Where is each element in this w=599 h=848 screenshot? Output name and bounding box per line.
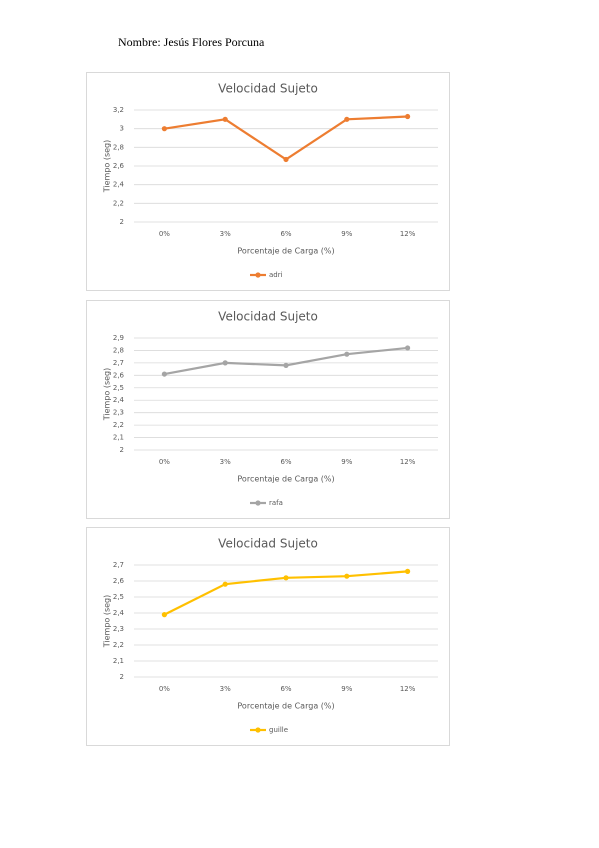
data-point: [344, 116, 350, 122]
y-tick-label: 2,7: [113, 561, 124, 569]
y-axis-title: Tiempo (seg): [103, 368, 112, 422]
data-point: [405, 113, 411, 120]
chart-title: Velocidad Sujeto: [218, 310, 318, 324]
x-tick-label: 12%: [400, 685, 416, 693]
chart-title: Velocidad Sujeto: [218, 82, 318, 96]
y-tick-label: 2,2: [113, 421, 124, 429]
legend-marker: [255, 272, 261, 278]
y-tick-label: 2,4: [113, 609, 125, 617]
legend-label: rafa: [269, 499, 283, 507]
chart-title: Velocidad Sujeto: [218, 537, 318, 551]
chart-frame: [86, 72, 450, 291]
y-tick-label: 2,6: [113, 577, 125, 585]
chart: Velocidad Sujeto 2 2,1 2,2 2,3 2,4 2,5 2,6 2,7 0%…: [86, 527, 450, 746]
y-tick-label: 2,6: [113, 162, 125, 170]
data-point: [161, 612, 167, 618]
x-tick-label: 3%: [220, 230, 231, 238]
y-tick-label: 2,4: [113, 181, 125, 189]
y-tick-label: 2,7: [113, 359, 124, 367]
data-point: [405, 345, 411, 351]
x-tick-label: 9%: [341, 685, 352, 693]
x-axis-title: Porcentaje de Carga (%): [237, 247, 334, 256]
y-axis-title: Tiempo (seg): [103, 140, 112, 194]
y-tick-label: 2,8: [113, 346, 124, 354]
x-tick-label: 0%: [159, 230, 170, 238]
chart: Velocidad Sujeto 2 2,1 2,2 2,3 2,4 2,5 2,6 2,7 2,…: [86, 300, 450, 519]
y-tick-label: 2,2: [113, 199, 124, 207]
data-point: [283, 575, 289, 581]
x-axis-title: Porcentaje de Carga (%): [237, 475, 334, 484]
x-tick-label: 3%: [220, 458, 231, 466]
x-tick-label: 3%: [220, 685, 231, 693]
data-point: [222, 581, 228, 587]
chart-frame: [86, 527, 450, 746]
y-tick-label: 3: [120, 125, 124, 133]
chart-frame: [86, 300, 450, 519]
y-tick-label: 2,5: [113, 593, 124, 601]
y-tick-label: 2,3: [113, 409, 124, 417]
x-tick-label: 12%: [400, 230, 416, 238]
data-point: [344, 351, 350, 357]
y-tick-label: 2,3: [113, 625, 124, 633]
chart: Velocidad Sujeto 2 2,2 2,4 2,6 2,8 3 3,2 0% 3% 6% 9…: [86, 72, 450, 291]
legend-label: adri: [269, 271, 283, 279]
y-tick-label: 2,2: [113, 641, 124, 649]
x-tick-label: 12%: [400, 458, 416, 466]
legend-marker: [255, 500, 261, 506]
data-point: [283, 156, 289, 163]
data-point: [161, 371, 167, 377]
y-tick-label: 2,1: [113, 657, 124, 665]
author-name: Nombre: Jesús Flores Porcuna: [118, 35, 265, 49]
data-point: [283, 362, 289, 368]
x-tick-label: 6%: [280, 230, 291, 238]
y-axis-title: Tiempo (seg): [103, 595, 112, 649]
legend-marker: [255, 727, 261, 733]
data-point: [344, 573, 350, 579]
x-tick-label: 6%: [280, 685, 291, 693]
x-tick-label: 0%: [159, 458, 170, 466]
y-tick-label: 2,1: [113, 434, 124, 442]
y-tick-label: 2,8: [113, 143, 124, 151]
x-axis-title: Porcentaje de Carga (%): [237, 702, 334, 711]
y-tick-label: 2,6: [113, 371, 125, 379]
legend-label: guille: [269, 726, 288, 734]
data-point: [222, 360, 228, 366]
data-point: [222, 116, 228, 122]
y-tick-label: 2: [120, 446, 124, 454]
y-tick-label: 3,2: [113, 106, 124, 114]
y-tick-label: 2,5: [113, 384, 124, 392]
x-tick-label: 6%: [280, 458, 291, 466]
data-point: [405, 568, 411, 574]
y-tick-label: 2,9: [113, 334, 124, 342]
x-tick-label: 0%: [159, 685, 170, 693]
y-tick-label: 2,4: [113, 396, 125, 404]
x-tick-label: 9%: [341, 458, 352, 466]
data-point: [161, 126, 167, 132]
x-tick-label: 9%: [341, 230, 352, 238]
y-tick-label: 2: [120, 218, 124, 226]
y-tick-label: 2: [120, 673, 124, 681]
